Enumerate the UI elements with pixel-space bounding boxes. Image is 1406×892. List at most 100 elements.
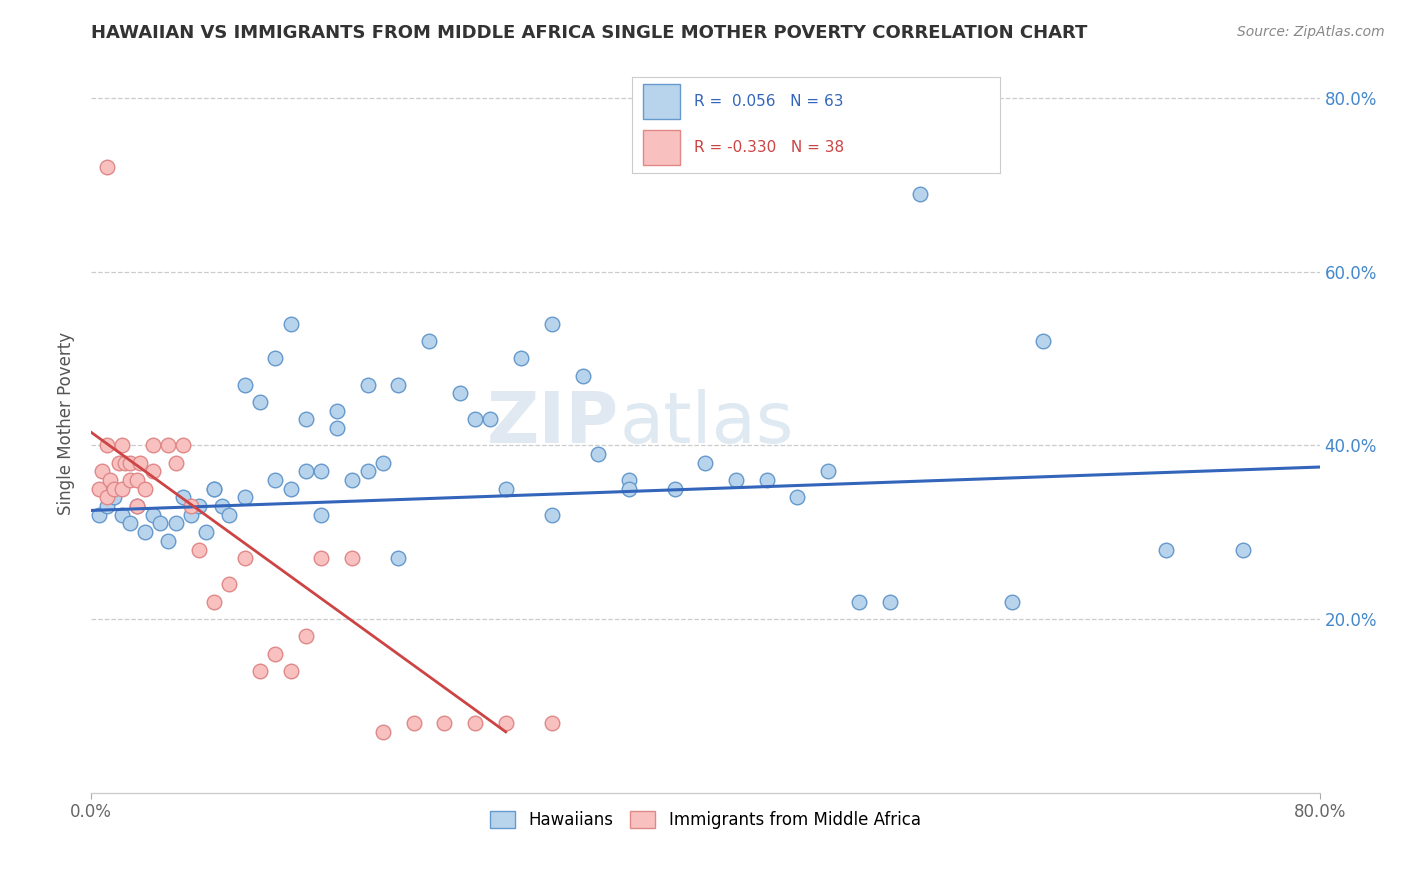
Point xyxy=(195,525,218,540)
Point xyxy=(142,508,165,522)
Point xyxy=(156,438,179,452)
Point xyxy=(149,516,172,531)
Point xyxy=(340,551,363,566)
Point xyxy=(371,456,394,470)
Point xyxy=(134,482,156,496)
Point xyxy=(114,456,136,470)
Point xyxy=(127,473,149,487)
Point xyxy=(510,351,533,366)
Point xyxy=(295,412,318,426)
Point xyxy=(218,508,240,522)
Point xyxy=(617,482,640,496)
Point xyxy=(118,473,141,487)
Point xyxy=(142,438,165,452)
Point xyxy=(96,499,118,513)
Point xyxy=(571,368,593,383)
Point xyxy=(280,317,302,331)
Point xyxy=(233,377,256,392)
Point xyxy=(786,491,808,505)
Point xyxy=(311,551,333,566)
Point xyxy=(326,421,349,435)
Point xyxy=(464,412,486,426)
Point xyxy=(264,647,287,661)
Point xyxy=(1001,594,1024,608)
Point xyxy=(725,473,748,487)
Point xyxy=(103,491,125,505)
Point xyxy=(387,377,409,392)
Point xyxy=(134,525,156,540)
Point xyxy=(695,456,717,470)
Point xyxy=(540,317,562,331)
Point xyxy=(910,186,932,201)
Point xyxy=(96,438,118,452)
Point xyxy=(172,491,194,505)
Point xyxy=(111,508,134,522)
Point xyxy=(418,334,440,348)
Point xyxy=(295,464,318,478)
Legend: Hawaiians, Immigrants from Middle Africa: Hawaiians, Immigrants from Middle Africa xyxy=(484,805,927,836)
Point xyxy=(280,482,302,496)
Point xyxy=(233,551,256,566)
Point xyxy=(90,464,112,478)
Point xyxy=(111,438,134,452)
Point xyxy=(127,499,149,513)
Point xyxy=(1032,334,1054,348)
Point xyxy=(187,499,209,513)
Point xyxy=(387,551,409,566)
Point xyxy=(848,594,870,608)
Point xyxy=(180,508,202,522)
Point xyxy=(180,499,202,513)
Point xyxy=(402,716,425,731)
Point xyxy=(211,499,233,513)
Point xyxy=(249,395,271,409)
Point xyxy=(755,473,778,487)
Point xyxy=(202,482,225,496)
Point xyxy=(1232,542,1254,557)
Point xyxy=(165,516,187,531)
Point xyxy=(87,482,110,496)
Point xyxy=(118,456,141,470)
Point xyxy=(449,386,471,401)
Point xyxy=(96,161,118,175)
Point xyxy=(280,664,302,678)
Point xyxy=(817,464,839,478)
Point xyxy=(107,456,129,470)
Point xyxy=(664,482,686,496)
Point xyxy=(129,456,152,470)
Point xyxy=(879,594,901,608)
Point xyxy=(311,508,333,522)
Text: atlas: atlas xyxy=(620,389,794,458)
Point xyxy=(326,403,349,417)
Point xyxy=(249,664,271,678)
Point xyxy=(464,716,486,731)
Point xyxy=(98,473,121,487)
Point xyxy=(540,716,562,731)
Point xyxy=(111,482,134,496)
Y-axis label: Single Mother Poverty: Single Mother Poverty xyxy=(58,332,75,516)
Point xyxy=(264,473,287,487)
Point xyxy=(295,629,318,643)
Text: HAWAIIAN VS IMMIGRANTS FROM MIDDLE AFRICA SINGLE MOTHER POVERTY CORRELATION CHAR: HAWAIIAN VS IMMIGRANTS FROM MIDDLE AFRIC… xyxy=(91,24,1087,42)
Point xyxy=(586,447,609,461)
Point xyxy=(540,508,562,522)
Point xyxy=(264,351,287,366)
Point xyxy=(495,716,517,731)
Point xyxy=(233,491,256,505)
Point xyxy=(127,499,149,513)
Point xyxy=(356,377,378,392)
Point xyxy=(187,542,209,557)
Point xyxy=(617,473,640,487)
Point xyxy=(118,516,141,531)
Point xyxy=(433,716,456,731)
Point xyxy=(218,577,240,591)
Point xyxy=(311,464,333,478)
Point xyxy=(156,533,179,548)
Point xyxy=(1154,542,1177,557)
Point xyxy=(172,438,194,452)
Point xyxy=(87,508,110,522)
Point xyxy=(340,473,363,487)
Point xyxy=(371,724,394,739)
Point xyxy=(165,456,187,470)
Point xyxy=(495,482,517,496)
Text: ZIP: ZIP xyxy=(486,389,620,458)
